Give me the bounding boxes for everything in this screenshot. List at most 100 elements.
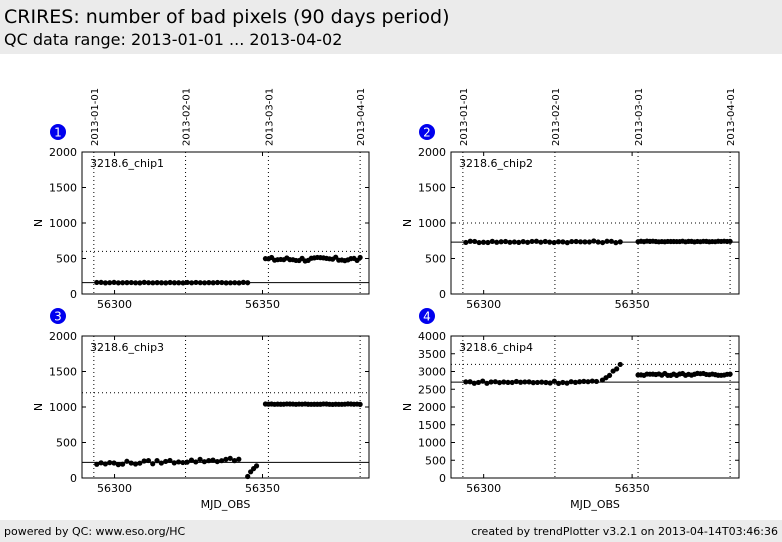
panel-number: 3	[54, 310, 62, 324]
data-point	[542, 238, 548, 245]
y-tick-label: 2000	[418, 146, 446, 159]
data-point	[489, 238, 495, 244]
panel-number-badge	[419, 124, 435, 140]
data-point	[498, 239, 504, 245]
data-point	[197, 280, 203, 286]
data-point	[617, 361, 623, 368]
data-point	[150, 461, 156, 467]
plot-frame	[81, 151, 370, 295]
data-point	[560, 239, 566, 245]
panel-number: 1	[54, 126, 62, 140]
y-tick-label: 2000	[49, 146, 77, 159]
y-tick-label: 0	[439, 472, 446, 485]
date-tick-label: 2013-04-01	[356, 88, 367, 146]
date-tick-label: 2013-03-01	[264, 88, 275, 146]
data-point	[547, 380, 553, 386]
data-point	[595, 239, 601, 245]
data-point	[513, 378, 520, 385]
x-tick-label: 56350	[245, 482, 280, 495]
data-point	[530, 380, 536, 386]
y-tick-label: 1500	[49, 366, 77, 379]
data-point	[538, 239, 544, 245]
data-point	[543, 379, 549, 386]
y-tick-label: 3000	[418, 366, 446, 379]
data-point	[501, 379, 507, 385]
date-tick-label: 2013-02-01	[551, 88, 562, 146]
data-point	[137, 460, 143, 466]
data-point	[227, 455, 233, 461]
data-point	[467, 238, 473, 244]
data-point	[223, 280, 229, 286]
data-point	[102, 280, 109, 286]
data-point	[111, 460, 117, 466]
panel-number: 2	[423, 126, 431, 140]
data-point	[210, 280, 216, 286]
data-point	[98, 279, 104, 286]
data-point	[197, 456, 203, 462]
date-tick-label: 2013-04-01	[726, 88, 737, 146]
report-header: CRIRES: number of bad pixels (90 days pe…	[0, 0, 782, 54]
y-tick-label: 1000	[418, 217, 446, 230]
data-point	[555, 380, 562, 386]
data-point	[214, 458, 220, 465]
data-point	[141, 458, 147, 464]
data-point	[551, 239, 557, 246]
data-point	[463, 239, 469, 246]
data-point	[614, 366, 620, 372]
x-axis-label: MJD_OBS	[201, 498, 251, 511]
data-point	[158, 280, 165, 286]
data-point	[253, 463, 260, 469]
data-point	[214, 279, 221, 286]
data-point	[240, 279, 246, 285]
chart-panel-3: 0 500 1000 1500 2000 56300 56350 3218.6_chip3 N M…	[32, 308, 370, 511]
data-point	[496, 379, 503, 386]
plot-frame	[81, 335, 370, 479]
chip-label: 3218.6_chip3	[90, 341, 164, 354]
data-point	[582, 239, 588, 245]
y-tick-label: 4000	[418, 330, 446, 343]
data-point	[529, 238, 535, 245]
chart-panel-2: 0 500 1000 1500 2000 56300 56350 2013-01-01 2013…	[401, 88, 740, 311]
page-subtitle: QC data range: 2013-01-01 ... 2013-04-02	[4, 30, 343, 49]
x-tick-label: 56350	[245, 298, 280, 311]
footer-generator: created by trendPlotter v3.2.1 on 2013-0…	[471, 525, 778, 538]
data-point	[591, 238, 597, 244]
data-point	[154, 280, 160, 286]
data-point	[577, 239, 584, 245]
data-point	[520, 239, 526, 245]
panel-number-badge	[50, 124, 66, 140]
data-point	[107, 460, 113, 466]
date-tick-label: 2013-02-01	[182, 88, 193, 146]
data-point	[480, 378, 486, 384]
panel-number: 4	[423, 310, 431, 324]
chip-label: 3218.6_chip2	[459, 157, 533, 170]
data-point	[572, 379, 579, 385]
y-tick-label: 1500	[49, 182, 77, 195]
data-point	[589, 378, 595, 384]
chip-label: 3218.6_chip4	[459, 341, 533, 354]
y-tick-label: 0	[439, 288, 446, 301]
y-axis-label: N	[32, 403, 45, 411]
data-point	[154, 458, 160, 464]
data-point	[507, 239, 513, 245]
data-point	[232, 280, 238, 286]
data-point	[201, 459, 207, 465]
data-point	[111, 279, 117, 286]
data-point	[494, 239, 500, 245]
data-point	[180, 280, 186, 286]
data-point	[245, 473, 251, 480]
data-point	[585, 379, 591, 385]
data-point	[471, 380, 477, 386]
date-tick-label: 2013-01-01	[90, 88, 101, 146]
data-point	[107, 280, 113, 286]
data-point	[227, 280, 234, 286]
data-point	[236, 456, 242, 462]
data-point	[555, 239, 562, 245]
data-point	[171, 280, 177, 286]
date-tick-label: 2013-01-01	[459, 88, 470, 146]
data-point	[98, 460, 104, 466]
data-point	[533, 238, 540, 244]
data-point	[128, 279, 134, 286]
data-point	[568, 379, 574, 385]
data-point	[518, 379, 524, 385]
